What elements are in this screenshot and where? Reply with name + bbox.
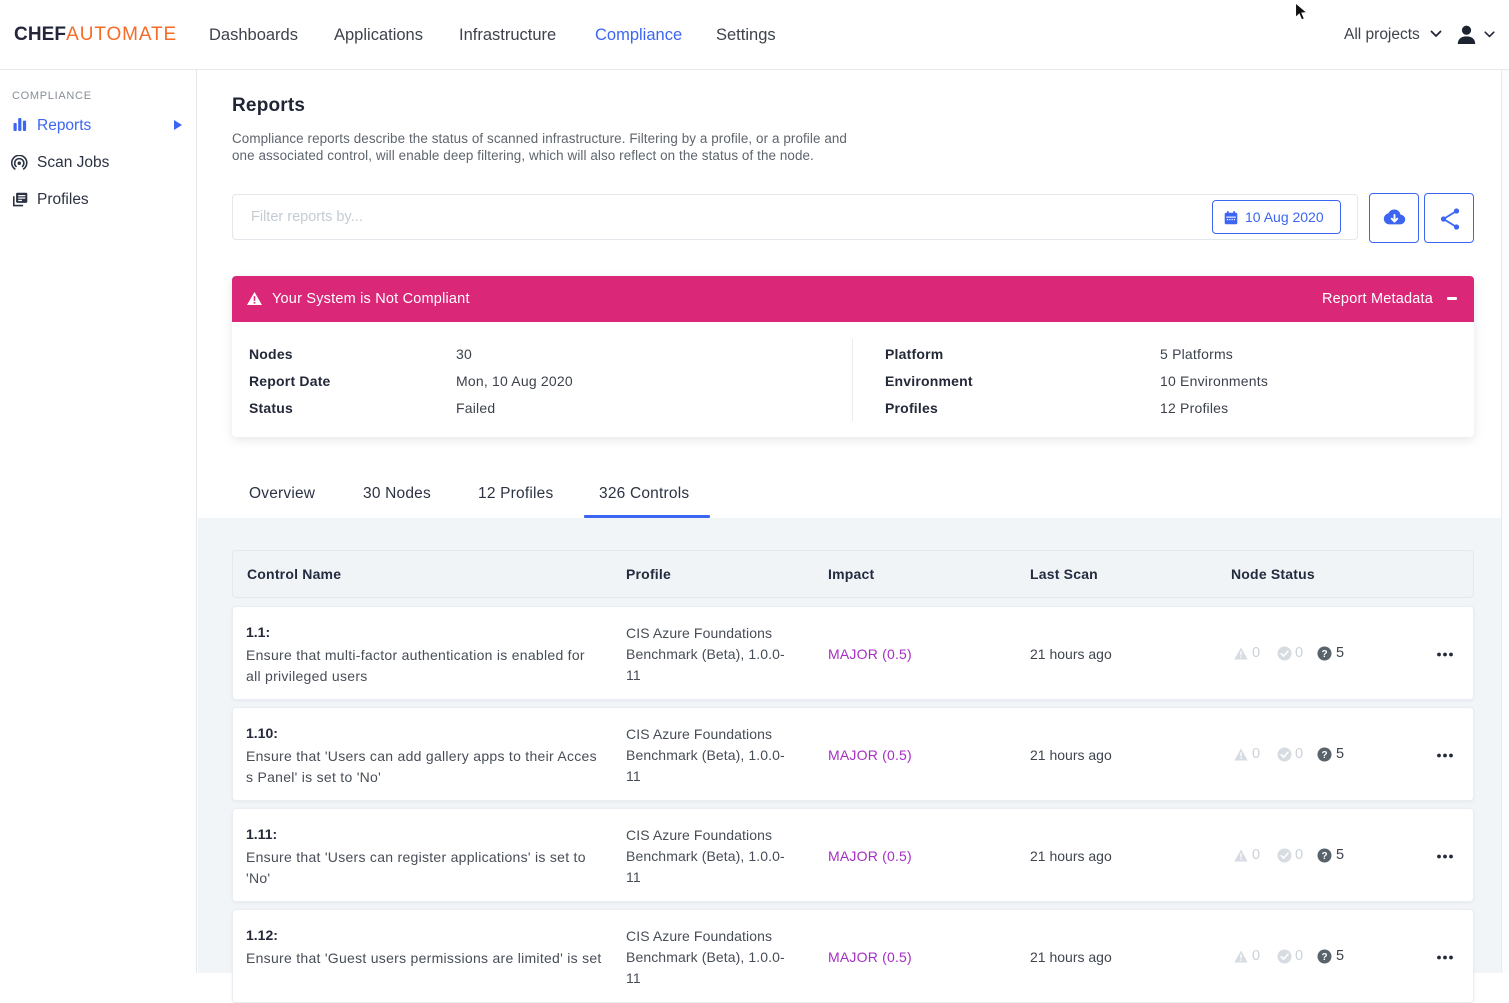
svg-text:?: ? <box>1321 952 1327 963</box>
svg-text:?: ? <box>1321 851 1327 862</box>
svg-text:?: ? <box>1321 750 1327 761</box>
svg-text:?: ? <box>1321 649 1327 660</box>
